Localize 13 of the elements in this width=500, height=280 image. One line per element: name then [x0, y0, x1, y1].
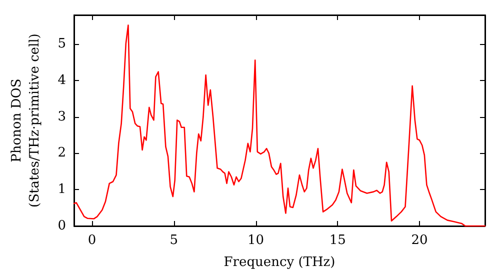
- x-tick-label: 10: [247, 233, 264, 248]
- y-tick-label: 4: [58, 72, 66, 88]
- x-tick-label: 15: [329, 233, 346, 248]
- x-tick-label: 5: [170, 233, 178, 248]
- y-axis-title: Phonon DOS (States/THz·primitive cell): [10, 33, 42, 208]
- x-tick-label: 20: [411, 233, 428, 248]
- y-tick-label: 1: [58, 182, 66, 198]
- y-tick-label: 5: [58, 36, 66, 52]
- y-tick-label: 3: [58, 109, 66, 124]
- x-tick-label: 0: [88, 233, 96, 248]
- y-tick-label: 2: [58, 146, 66, 161]
- x-axis-title: Frequency (THz): [224, 255, 336, 270]
- y-tick-label: 0: [58, 218, 66, 234]
